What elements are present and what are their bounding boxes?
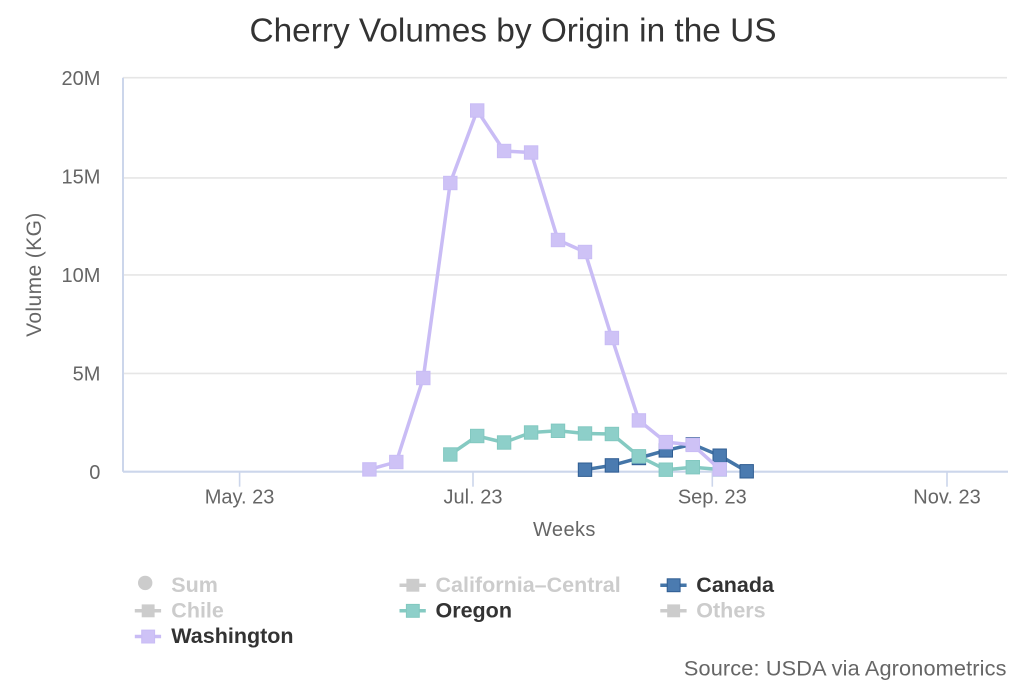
svg-text:Cherry Volumes by Origin in th: Cherry Volumes by Origin in the US <box>249 13 776 50</box>
svg-text:10M: 10M <box>61 265 100 287</box>
svg-text:20M: 20M <box>61 68 100 90</box>
svg-text:Others: Others <box>696 598 765 622</box>
svg-text:Washington: Washington <box>171 624 293 648</box>
svg-text:California–Central: California–Central <box>436 573 621 597</box>
svg-text:Sep. 23: Sep. 23 <box>678 487 747 509</box>
svg-text:Chile: Chile <box>171 598 224 622</box>
svg-text:May. 23: May. 23 <box>205 487 275 509</box>
svg-text:Oregon: Oregon <box>436 598 512 622</box>
svg-text:Weeks: Weeks <box>533 519 596 541</box>
svg-text:5M: 5M <box>73 363 101 385</box>
svg-text:Source: USDA via Agronometrics: Source: USDA via Agronometrics <box>684 655 1007 680</box>
svg-text:Nov. 23: Nov. 23 <box>913 487 980 509</box>
svg-text:0: 0 <box>89 462 100 484</box>
svg-text:Jul. 23: Jul. 23 <box>444 487 503 509</box>
svg-text:15M: 15M <box>61 166 100 188</box>
svg-text:Volume (KG): Volume (KG) <box>23 212 46 337</box>
svg-text:Canada: Canada <box>696 573 775 597</box>
svg-text:Sum: Sum <box>171 573 218 597</box>
